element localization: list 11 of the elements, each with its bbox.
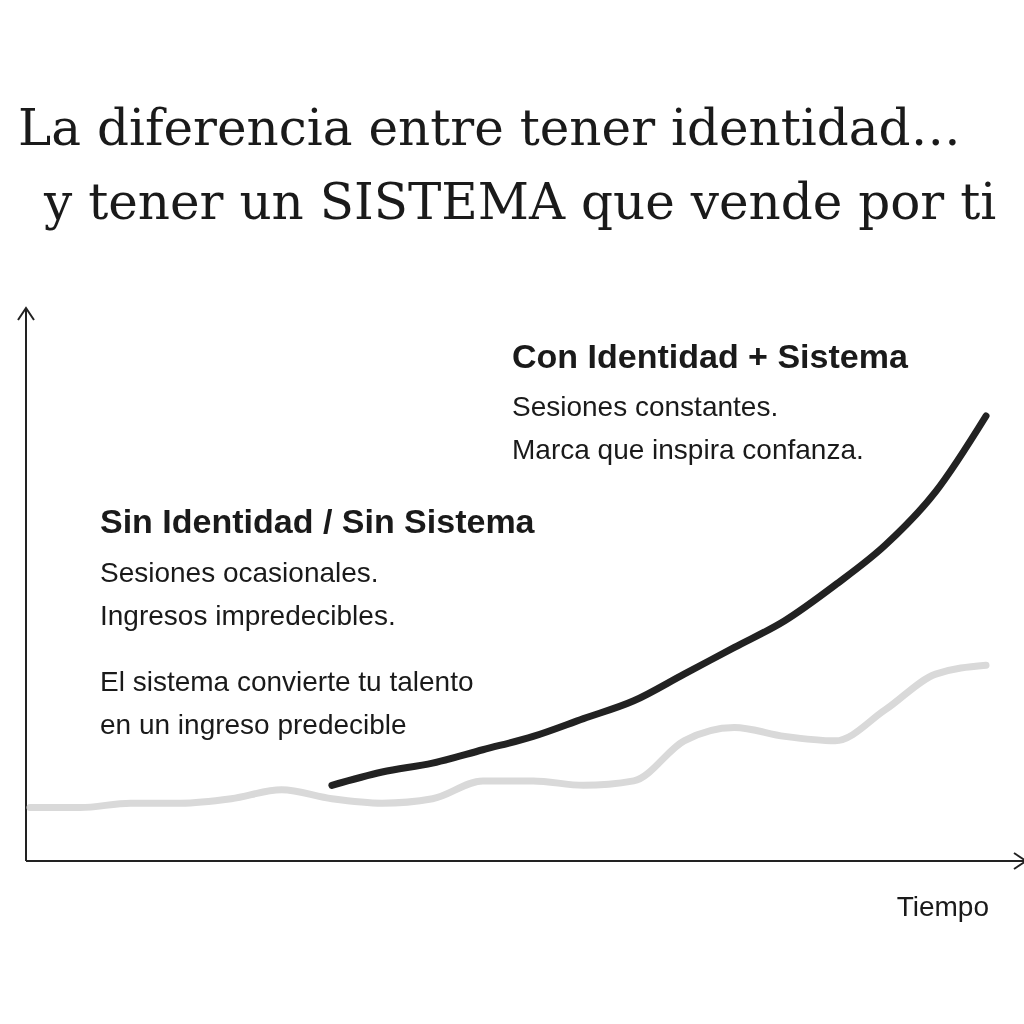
x-axis-title: Tiempo <box>896 891 989 922</box>
annotation: en un ingreso predecible <box>100 709 407 740</box>
annotation: El sistema convierte tu talento <box>100 666 474 697</box>
annotation: Sin Identidad / Sin Sistema <box>100 502 536 540</box>
annotation: Sesiones constantes. <box>512 391 779 422</box>
chart-title: La diferencia entre tener identidad… <box>18 99 961 157</box>
annotation: Ingresos impredecibles. <box>100 600 396 631</box>
chart-subtitle: y tener un SISTEMA que vende por ti <box>43 173 997 231</box>
text: Con Identidad + Sistema <box>512 337 909 375</box>
annotation: Marca que inspira confanza. <box>512 434 864 465</box>
annotation: Sesiones ocasionales. <box>100 557 379 588</box>
